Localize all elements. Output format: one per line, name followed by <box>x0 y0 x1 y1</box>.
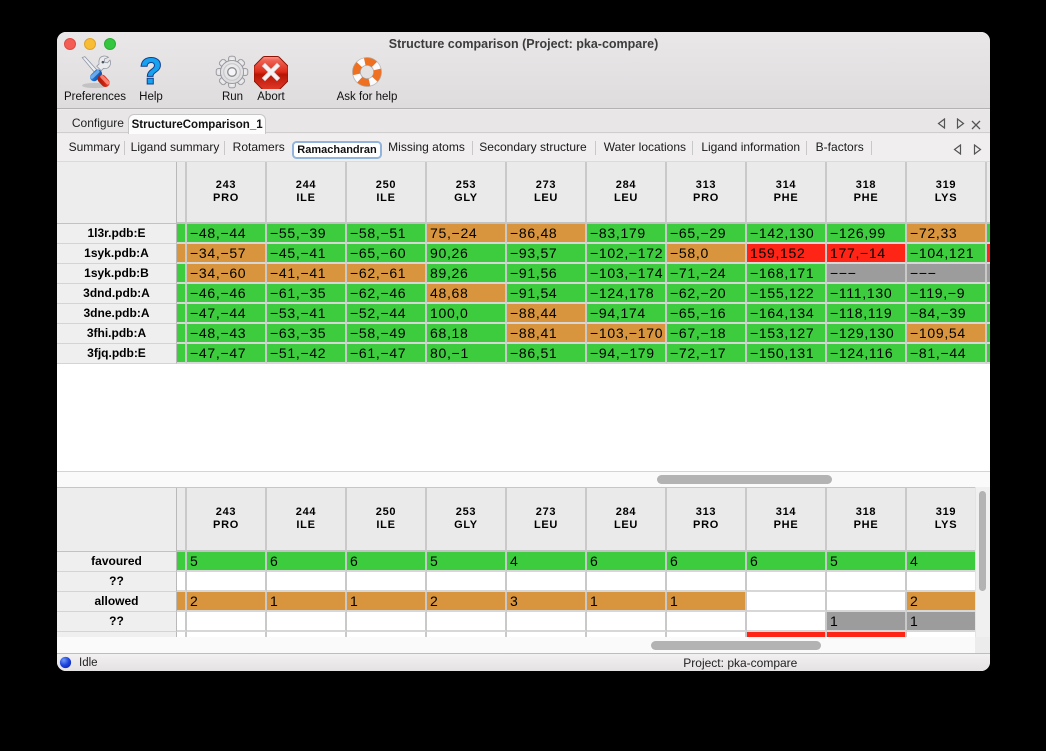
svg-text:?: ? <box>140 55 162 89</box>
